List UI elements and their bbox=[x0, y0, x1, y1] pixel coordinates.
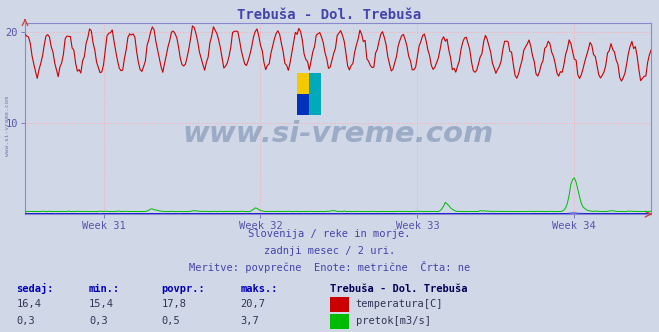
Text: maks.:: maks.: bbox=[241, 284, 278, 294]
Text: povpr.:: povpr.: bbox=[161, 284, 205, 294]
Text: 15,4: 15,4 bbox=[89, 299, 114, 309]
Text: 0,5: 0,5 bbox=[161, 316, 180, 326]
Text: 0,3: 0,3 bbox=[16, 316, 35, 326]
Text: Slovenija / reke in morje.: Slovenija / reke in morje. bbox=[248, 229, 411, 239]
Text: 17,8: 17,8 bbox=[161, 299, 186, 309]
Text: 3,7: 3,7 bbox=[241, 316, 259, 326]
Bar bbox=[309, 73, 321, 94]
Bar bbox=[309, 94, 321, 115]
Bar bbox=[297, 73, 309, 94]
Text: 20,7: 20,7 bbox=[241, 299, 266, 309]
Text: Trebuša - Dol. Trebuša: Trebuša - Dol. Trebuša bbox=[237, 8, 422, 22]
Text: pretok[m3/s]: pretok[m3/s] bbox=[356, 316, 431, 326]
Text: min.:: min.: bbox=[89, 284, 120, 294]
Bar bbox=[297, 94, 309, 115]
Text: temperatura[C]: temperatura[C] bbox=[356, 299, 444, 309]
Text: sedaj:: sedaj: bbox=[16, 283, 54, 294]
Text: 0,3: 0,3 bbox=[89, 316, 107, 326]
Text: Meritve: povprečne  Enote: metrične  Črta: ne: Meritve: povprečne Enote: metrične Črta:… bbox=[189, 261, 470, 273]
Text: zadnji mesec / 2 uri.: zadnji mesec / 2 uri. bbox=[264, 246, 395, 256]
Text: Trebuša - Dol. Trebuša: Trebuša - Dol. Trebuša bbox=[330, 284, 467, 294]
Text: www.si-vreme.com: www.si-vreme.com bbox=[183, 120, 494, 148]
Text: 16,4: 16,4 bbox=[16, 299, 42, 309]
Text: www.si-vreme.com: www.si-vreme.com bbox=[5, 96, 11, 156]
